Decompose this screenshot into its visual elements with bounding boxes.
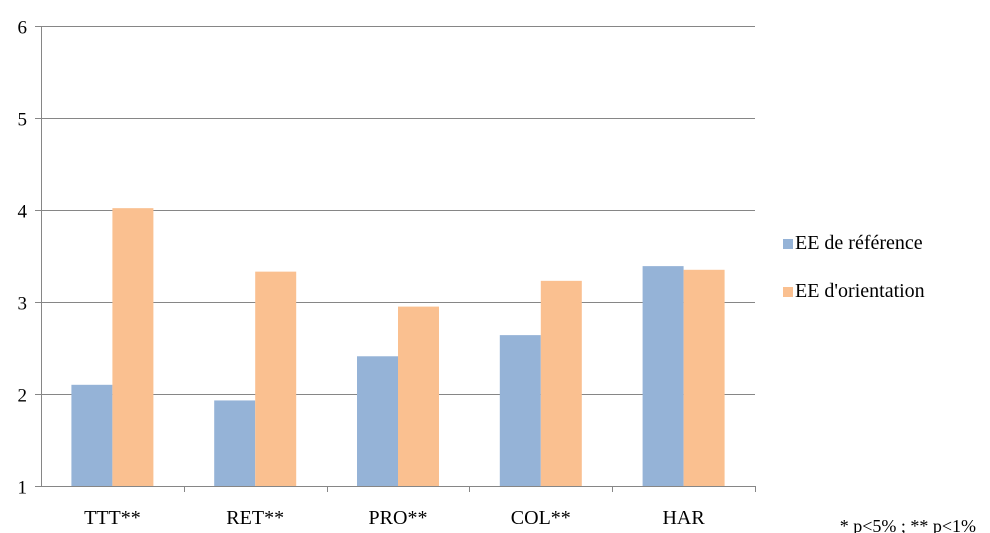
y-tick-label: 6 [18, 18, 28, 39]
bar-orientation [112, 208, 154, 486]
bar-orientation [255, 271, 297, 486]
legend-label: EE d'orientation [795, 280, 925, 302]
legend-swatch [783, 239, 793, 249]
bar-orientation [540, 280, 582, 486]
significance-note: * p<5% ; ** p<1% [840, 516, 976, 533]
x-tick-label: HAR [662, 507, 705, 529]
bar-reference [499, 335, 541, 486]
bar-reference [214, 400, 256, 486]
bar-reference [642, 266, 684, 486]
x-tick-labels: TTT** RET** PRO** COL** HAR [84, 507, 705, 529]
y-tick-label: 4 [18, 202, 28, 223]
bars [71, 208, 725, 486]
y-tick-label: 1 [18, 478, 28, 499]
bar-reference [357, 356, 398, 486]
x-tick-label: TTT** [84, 507, 141, 529]
x-tick-label: PRO** [369, 507, 428, 529]
bar-reference [71, 384, 113, 486]
legend-label: EE de référence [795, 232, 923, 254]
bar-orientation [398, 306, 439, 486]
gridlines [41, 26, 755, 395]
legend: EE de référence EE d'orientation [783, 232, 925, 302]
x-tick-label: COL** [511, 507, 571, 529]
y-tick-label: 3 [18, 294, 28, 315]
legend-swatch [783, 287, 793, 297]
y-tick-label: 2 [18, 386, 28, 407]
axes [35, 26, 756, 492]
y-tick-labels: 1 2 3 4 5 6 [18, 18, 28, 499]
y-tick-label: 5 [18, 110, 28, 131]
x-tick-label: RET** [226, 507, 284, 529]
bar-orientation [683, 269, 725, 486]
